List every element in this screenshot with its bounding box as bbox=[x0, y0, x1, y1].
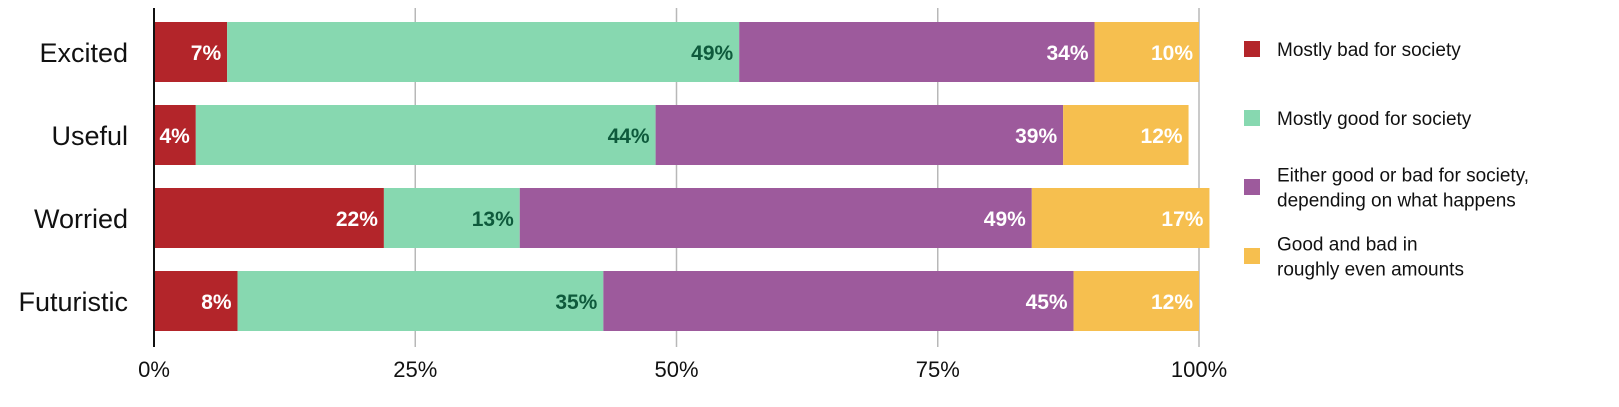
data-label: 12% bbox=[1151, 291, 1193, 314]
legend-label: Good and bad in bbox=[1277, 235, 1418, 256]
legend-label: depending on what happens bbox=[1277, 191, 1516, 212]
data-label: 7% bbox=[191, 42, 222, 65]
bar-segment bbox=[655, 105, 1064, 165]
data-label: 13% bbox=[472, 208, 514, 231]
bar-segment bbox=[237, 271, 604, 331]
bar-segment bbox=[154, 188, 384, 248]
data-label: 45% bbox=[1026, 291, 1068, 314]
x-tick-label: 25% bbox=[393, 357, 437, 382]
bar-segment bbox=[383, 188, 520, 248]
legend-swatch bbox=[1244, 41, 1260, 57]
legend-label: Either good or bad for society, bbox=[1277, 166, 1529, 187]
bar-segment bbox=[227, 22, 740, 82]
bar-segment bbox=[519, 188, 1032, 248]
data-label: 49% bbox=[984, 208, 1026, 231]
category-label: Useful bbox=[51, 121, 128, 151]
bar-segment bbox=[1063, 105, 1189, 165]
bar-segment bbox=[154, 105, 196, 165]
bar-segment bbox=[603, 271, 1074, 331]
bar-segment bbox=[195, 105, 656, 165]
data-label: 12% bbox=[1141, 125, 1183, 148]
data-label: 34% bbox=[1046, 42, 1088, 65]
bar-segment bbox=[154, 271, 238, 331]
bar-segment bbox=[1094, 22, 1199, 82]
data-label: 8% bbox=[201, 291, 232, 314]
data-label: 4% bbox=[159, 125, 190, 148]
data-label: 44% bbox=[608, 125, 650, 148]
bar-segment bbox=[1073, 271, 1199, 331]
category-label: Futuristic bbox=[18, 287, 128, 317]
data-label: 35% bbox=[555, 291, 597, 314]
category-label: Excited bbox=[39, 38, 128, 68]
bar-layer: 7% 49% 34% 10% 4% 44% 39% 12% 22% 13% 49% 17% 8% 35% 4… bbox=[154, 22, 1210, 331]
axis-layer: 0% 25% 50% 75% 100% Excited Useful Worried Futur… bbox=[18, 8, 1227, 382]
x-tick-label: 100% bbox=[1171, 357, 1227, 382]
legend-swatch bbox=[1244, 179, 1260, 195]
x-tick-label: 50% bbox=[654, 357, 698, 382]
x-tick-label: 0% bbox=[138, 357, 170, 382]
legend-label: roughly even amounts bbox=[1277, 260, 1464, 281]
data-label: 17% bbox=[1161, 208, 1203, 231]
legend: Mostly bad for society Mostly good for so… bbox=[1244, 40, 1529, 281]
category-label: Worried bbox=[34, 204, 128, 234]
bar-segment bbox=[739, 22, 1095, 82]
data-label: 10% bbox=[1151, 42, 1193, 65]
data-label: 49% bbox=[691, 42, 733, 65]
legend-swatch bbox=[1244, 110, 1260, 126]
legend-swatch bbox=[1244, 248, 1260, 264]
data-label: 39% bbox=[1015, 125, 1057, 148]
legend-label: Mostly bad for society bbox=[1277, 40, 1461, 61]
bar-segment bbox=[1031, 188, 1210, 248]
bar-segment bbox=[154, 22, 228, 82]
x-tick-label: 75% bbox=[916, 357, 960, 382]
legend-label: Mostly good for society bbox=[1277, 109, 1472, 130]
data-label: 22% bbox=[336, 208, 378, 231]
